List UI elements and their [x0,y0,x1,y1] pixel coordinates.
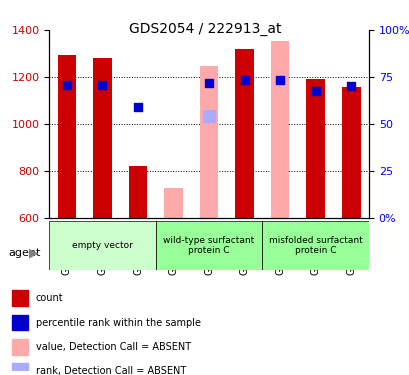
Text: percentile rank within the sample: percentile rank within the sample [36,318,200,327]
Bar [270,40,289,218]
Point [135,104,141,110]
Point [63,82,70,88]
Text: misfolded surfactant
protein C: misfolded surfactant protein C [268,236,362,255]
FancyBboxPatch shape [49,221,155,270]
Text: rank, Detection Call = ABSENT: rank, Detection Call = ABSENT [36,366,186,375]
Bar [164,188,182,218]
Bar [341,87,360,218]
Point [241,77,247,83]
FancyBboxPatch shape [262,221,368,270]
Text: wild-type surfactant
protein C: wild-type surfactant protein C [163,236,254,255]
Text: agent: agent [8,248,40,258]
Bar [93,58,112,217]
Text: ▶: ▶ [29,247,38,259]
Text: empty vector: empty vector [72,241,133,250]
Point [99,82,106,88]
Point [347,83,354,89]
Bar [306,79,324,218]
FancyBboxPatch shape [155,221,262,270]
Bar [58,55,76,217]
Point [205,112,212,118]
Text: count: count [36,293,63,303]
Bar [12,363,28,375]
Bar [199,66,218,218]
Bar [12,290,28,306]
Text: GDS2054 / 222913_at: GDS2054 / 222913_at [128,22,281,36]
Point [205,80,212,86]
Text: value, Detection Call = ABSENT: value, Detection Call = ABSENT [36,342,191,352]
Point [276,77,283,83]
Bar [128,166,147,218]
Bar [235,49,253,217]
Bar [12,315,28,330]
Bar [12,339,28,355]
Point [312,88,318,94]
